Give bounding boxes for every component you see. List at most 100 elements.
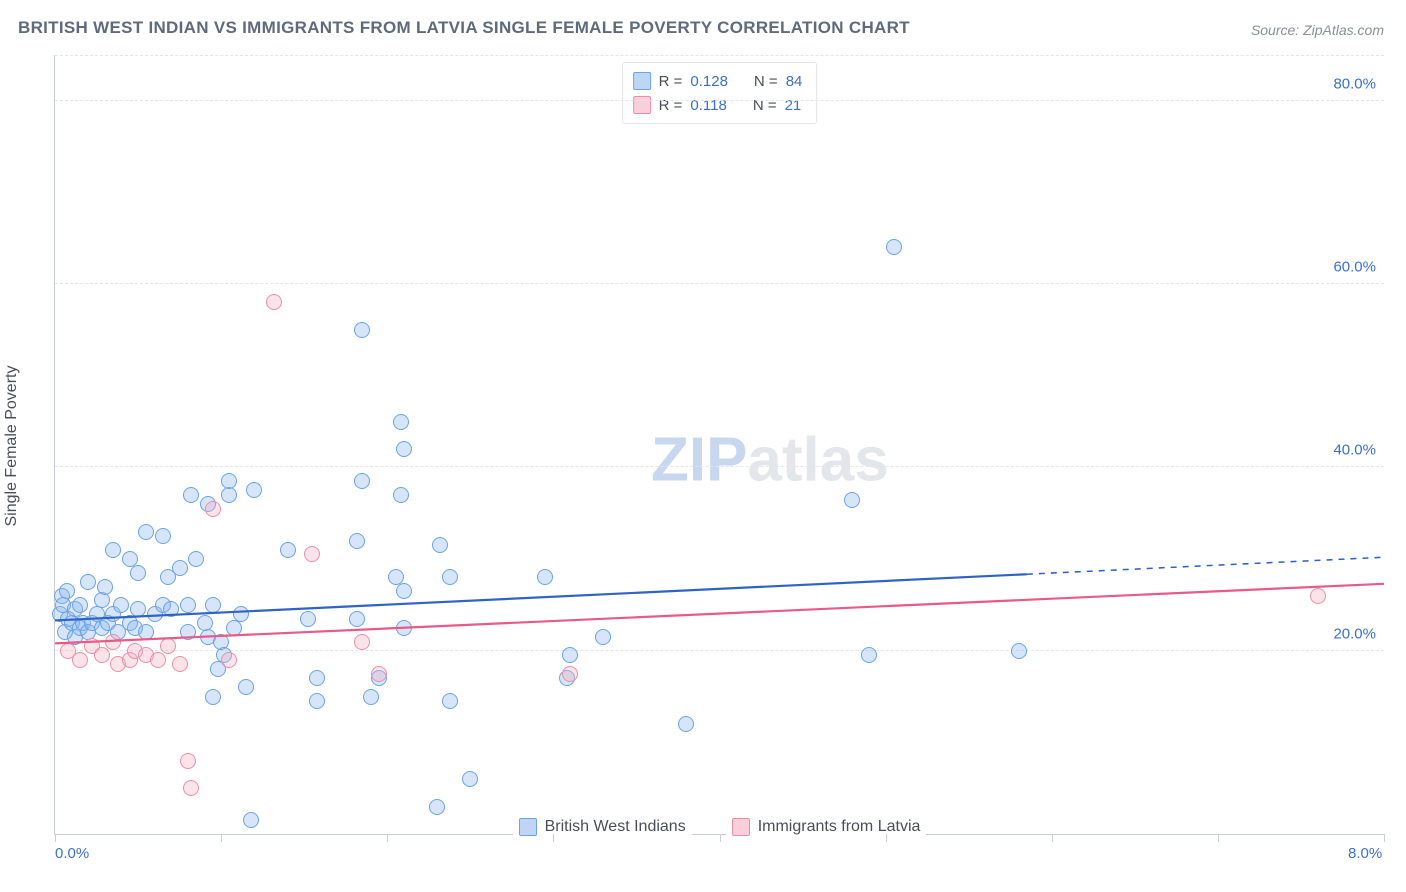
data-point [678, 716, 694, 732]
data-point [155, 528, 171, 544]
data-point [172, 560, 188, 576]
data-point [221, 487, 237, 503]
data-point [309, 670, 325, 686]
data-point [243, 812, 259, 828]
gridline [55, 55, 1384, 56]
data-point [138, 524, 154, 540]
x-tick [387, 834, 388, 842]
data-point [396, 441, 412, 457]
data-point [130, 601, 146, 617]
data-point [138, 624, 154, 640]
legend-r-value: 0.128 [690, 73, 728, 90]
data-point [432, 537, 448, 553]
data-point [205, 689, 221, 705]
data-point [97, 579, 113, 595]
gridline [55, 650, 1384, 651]
gridline [55, 466, 1384, 467]
data-point [363, 689, 379, 705]
legend-item-series-0: British West Indians [513, 818, 692, 836]
data-point [354, 473, 370, 489]
correlation-legend: R = 0.128 N = 84 R = 0.118 N = 21 [622, 62, 818, 124]
data-point [172, 656, 188, 672]
data-point [280, 542, 296, 558]
y-tick-label: 40.0% [1333, 442, 1376, 459]
trendlines [55, 55, 1384, 834]
data-point [349, 533, 365, 549]
data-point [130, 565, 146, 581]
source-attribution: Source: ZipAtlas.com [1251, 22, 1384, 38]
x-tick-label: 8.0% [1348, 845, 1382, 862]
watermark: ZIPatlas [651, 425, 889, 496]
data-point [309, 693, 325, 709]
data-point [354, 322, 370, 338]
legend-swatch-pink [633, 96, 651, 114]
data-point [205, 501, 221, 517]
legend-n-value: 84 [786, 73, 803, 90]
data-point [160, 638, 176, 654]
legend-label: British West Indians [545, 818, 686, 836]
scatter-plot-area: ZIPatlas R = 0.128 N = 84 R = 0.118 N = … [54, 55, 1384, 835]
data-point [861, 647, 877, 663]
watermark-zip: ZIP [651, 426, 747, 495]
data-point [393, 414, 409, 430]
data-point [150, 652, 166, 668]
x-tick-label: 0.0% [55, 845, 89, 862]
data-point [113, 597, 129, 613]
y-tick-label: 60.0% [1333, 259, 1376, 276]
x-tick [1384, 834, 1385, 842]
data-point [163, 601, 179, 617]
data-point [354, 634, 370, 650]
data-point [105, 542, 121, 558]
x-tick [553, 834, 554, 842]
data-point [562, 647, 578, 663]
data-point [183, 487, 199, 503]
data-point [371, 666, 387, 682]
y-axis-title: Single Female Poverty [3, 366, 21, 527]
data-point [396, 583, 412, 599]
data-point [205, 597, 221, 613]
data-point [59, 583, 75, 599]
data-point [180, 753, 196, 769]
data-point [94, 592, 110, 608]
data-point [429, 799, 445, 815]
data-point [595, 629, 611, 645]
y-tick-label: 80.0% [1333, 75, 1376, 92]
trendline-solid [55, 584, 1384, 644]
data-point [304, 546, 320, 562]
trendline-dashed [1027, 557, 1384, 574]
legend-row-series-1: R = 0.118 N = 21 [633, 93, 803, 117]
x-tick [221, 834, 222, 842]
data-point [1310, 588, 1326, 604]
data-point [562, 666, 578, 682]
data-point [886, 239, 902, 255]
data-point [226, 620, 242, 636]
gridline [55, 283, 1384, 284]
x-tick [1052, 834, 1053, 842]
data-point [388, 569, 404, 585]
legend-label: Immigrants from Latvia [758, 818, 921, 836]
chart-title: BRITISH WEST INDIAN VS IMMIGRANTS FROM L… [18, 18, 910, 38]
data-point [80, 574, 96, 590]
data-point [462, 771, 478, 787]
legend-r-label: R = [659, 73, 683, 90]
data-point [233, 606, 249, 622]
data-point [72, 652, 88, 668]
data-point [442, 569, 458, 585]
data-point [393, 487, 409, 503]
data-point [442, 693, 458, 709]
gridline [55, 100, 1384, 101]
data-point [221, 473, 237, 489]
data-point [188, 551, 204, 567]
data-point [94, 647, 110, 663]
data-point [72, 597, 88, 613]
legend-n-label: N = [754, 73, 778, 90]
data-point [105, 634, 121, 650]
legend-swatch-blue [519, 818, 537, 836]
legend-swatch-blue [633, 72, 651, 90]
data-point [221, 652, 237, 668]
data-point [537, 569, 553, 585]
x-tick [720, 834, 721, 842]
data-point [180, 624, 196, 640]
data-point [300, 611, 316, 627]
data-point [183, 780, 199, 796]
